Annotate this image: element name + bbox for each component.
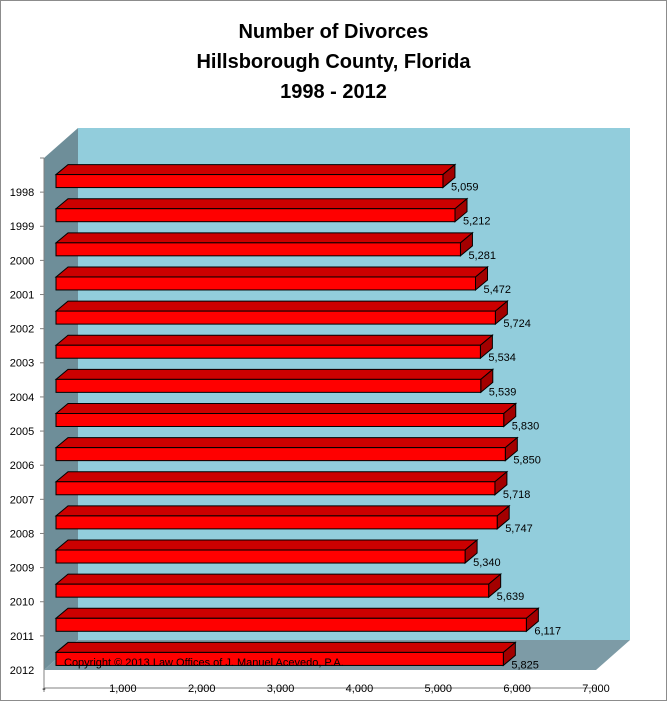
category-label-2004: 2004 xyxy=(10,392,34,404)
chart-bars xyxy=(54,163,540,667)
bar-top-face xyxy=(54,232,474,244)
value-label-2004: 5,539 xyxy=(489,386,517,398)
value-label-2009: 5,340 xyxy=(473,557,501,569)
x-tick-label-0: - xyxy=(42,683,46,695)
value-label-2008: 5,747 xyxy=(505,523,533,535)
bar-2004 xyxy=(54,368,495,394)
x-tick-label-4000: 4,000 xyxy=(346,683,374,695)
bar-top-face xyxy=(54,266,489,278)
category-label-2010: 2010 xyxy=(10,597,34,609)
bar-top-face xyxy=(54,300,509,312)
category-label-2011: 2011 xyxy=(10,631,34,643)
bar-2008 xyxy=(54,504,511,530)
bar-front-face xyxy=(55,276,477,291)
category-label-2007: 2007 xyxy=(10,494,34,506)
x-tick-label-2000: 2,000 xyxy=(188,683,216,695)
category-label-2008: 2008 xyxy=(10,528,34,540)
bar-front-face xyxy=(55,174,444,189)
value-label-2002: 5,724 xyxy=(503,318,531,330)
bar-front-face xyxy=(55,310,496,325)
y-axis-tick-labels: 1998 1999 2000 2001 2002 2003 2004 2005 2006 2007… xyxy=(10,157,44,677)
bar-front-face xyxy=(55,515,498,530)
bar-1998 xyxy=(54,163,457,189)
value-label-2005: 5,830 xyxy=(512,421,540,433)
bar-top-face xyxy=(54,471,509,483)
bar-front-face xyxy=(55,481,496,496)
value-label-2007: 5,718 xyxy=(503,489,531,501)
chart-title-line-2: Hillsborough County, Florida xyxy=(196,51,471,73)
bar-front-face xyxy=(55,378,482,393)
value-label-2000: 5,281 xyxy=(468,250,496,262)
bar-2009 xyxy=(54,538,479,565)
bar-front-face xyxy=(55,583,490,598)
bar-1999 xyxy=(54,197,469,223)
bar-2006 xyxy=(54,436,519,462)
category-label-1998: 1998 xyxy=(10,187,34,199)
category-label-2003: 2003 xyxy=(10,358,34,370)
x-tick-label-7000: 7,000 xyxy=(582,683,610,695)
bar-2010 xyxy=(54,573,503,599)
chart-value-labels: 5,059 5,212 5,281 5,472 5,724 5,534 5,539 5,830… xyxy=(451,182,561,672)
bar-2005 xyxy=(54,402,518,428)
x-tick-label-3000: 3,000 xyxy=(267,683,295,695)
bar-front-face xyxy=(55,651,504,666)
bar-top-face xyxy=(54,368,495,380)
value-label-2010: 5,639 xyxy=(497,591,525,603)
bar-top-face xyxy=(54,334,494,346)
bar-top-face xyxy=(54,505,511,517)
value-label-2012: 5,825 xyxy=(511,659,539,671)
bar-top-face xyxy=(54,539,479,551)
value-label-2006: 5,850 xyxy=(513,455,541,467)
bar-front-face xyxy=(55,447,506,462)
bar-front-face xyxy=(55,208,456,223)
x-tick-label-1000: 1,000 xyxy=(109,683,137,695)
bar-2012 xyxy=(54,641,517,667)
bar-top-face xyxy=(54,198,469,210)
category-label-2005: 2005 xyxy=(10,426,34,438)
bar-top-face xyxy=(54,164,457,176)
bar-2007 xyxy=(54,470,509,496)
bar-2000 xyxy=(54,231,474,257)
bar-front-face xyxy=(55,617,527,632)
x-tick-label-5000: 5,000 xyxy=(425,683,453,695)
bar-2002 xyxy=(54,300,509,326)
bar-2003 xyxy=(54,334,494,360)
bar-front-face xyxy=(55,242,461,257)
x-tick-label-6000: 6,000 xyxy=(503,683,531,695)
category-label-2000: 2000 xyxy=(10,255,34,267)
chart-title-line-1: Number of Divorces xyxy=(238,21,429,43)
x-axis-tick-labels: - 1,000 2,000 3,000 4,000 5,000 6,000 7,000 xyxy=(42,683,610,695)
bar-2001 xyxy=(54,265,489,292)
copyright-annotation: Copyright © 2013 Law Offices of J. Manue… xyxy=(64,657,344,669)
value-label-2011: 6,117 xyxy=(534,625,561,637)
bar-top-face xyxy=(54,437,519,449)
bar-front-face xyxy=(55,413,505,427)
category-label-1999: 1999 xyxy=(10,221,34,233)
value-label-2001: 5,472 xyxy=(484,284,512,296)
bar-front-face xyxy=(55,549,466,564)
bar-top-face xyxy=(54,573,503,585)
category-label-2001: 2001 xyxy=(10,289,34,301)
bar-front-face xyxy=(55,344,481,359)
bar-top-face xyxy=(54,403,518,414)
category-label-2012: 2012 xyxy=(10,665,34,677)
bar-2011 xyxy=(54,607,540,633)
value-label-1999: 5,212 xyxy=(463,216,491,228)
category-label-2006: 2006 xyxy=(10,460,34,472)
side-wall xyxy=(44,128,78,670)
chart-title-line-3: 1998 - 2012 xyxy=(280,81,387,103)
category-label-2009: 2009 xyxy=(10,563,34,575)
value-label-2003: 5,534 xyxy=(488,352,516,364)
bar-top-face xyxy=(54,641,517,653)
category-label-2002: 2002 xyxy=(10,324,34,336)
bar-top-face xyxy=(54,607,540,619)
value-label-1998: 5,059 xyxy=(451,182,479,194)
